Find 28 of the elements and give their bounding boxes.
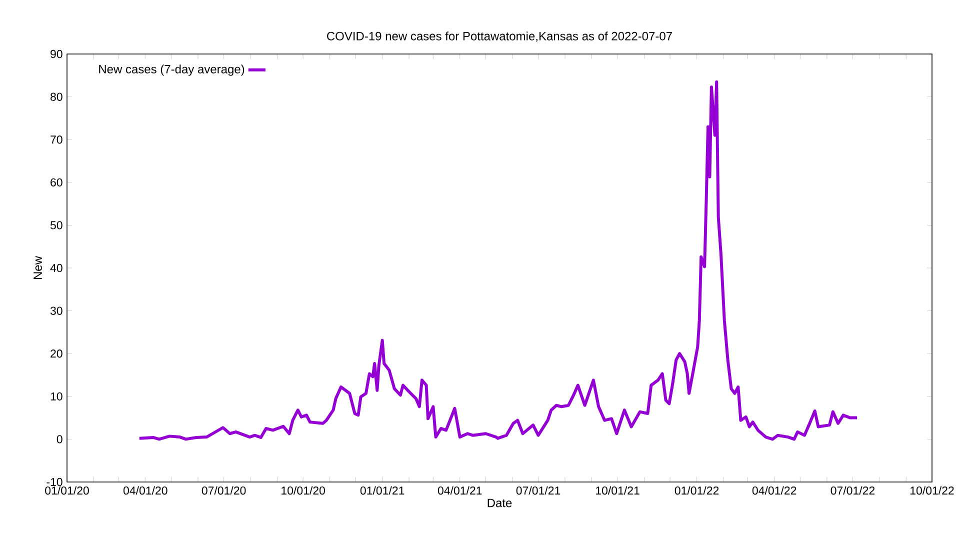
x-tick-label: 07/01/20 xyxy=(202,486,246,495)
chart-title: COVID-19 new cases for Pottawatomie,Kansas as of 2022-07-07 xyxy=(327,32,672,42)
x-tick-label: 01/01/21 xyxy=(360,486,404,495)
y-tick-label: 10 xyxy=(50,392,62,400)
x-tick-label: 10/01/21 xyxy=(596,486,640,495)
y-tick-label: -10 xyxy=(46,478,62,486)
y-tick-label: 40 xyxy=(50,264,62,272)
x-tick-label: 01/01/20 xyxy=(45,486,89,495)
x-tick-label: 01/01/22 xyxy=(674,486,719,495)
x-tick-label: 10/01/20 xyxy=(282,486,325,495)
y-tick-label: 70 xyxy=(50,136,62,144)
y-tick-label: 60 xyxy=(50,178,62,186)
legend-label: New cases (7-day average) xyxy=(99,64,244,76)
y-tick-label: 50 xyxy=(50,221,62,230)
y-tick-label: 90 xyxy=(50,50,62,58)
y-tick-label: 20 xyxy=(50,350,62,358)
x-tick-label: 07/01/22 xyxy=(830,486,875,495)
y-tick-label: 80 xyxy=(50,92,62,101)
x-tick-label: 07/01/21 xyxy=(516,486,560,495)
x-tick-label: 04/01/21 xyxy=(438,486,482,495)
y-tick-label: 0 xyxy=(56,435,62,444)
y-axis-title: New xyxy=(34,256,42,280)
line-series xyxy=(138,80,859,441)
x-tick-label: 10/01/22 xyxy=(910,486,954,495)
x-tick-label: 04/01/22 xyxy=(752,486,796,495)
x-axis-title: Date xyxy=(488,498,512,508)
y-tick-label: 30 xyxy=(50,306,62,315)
x-tick-label: 04/01/20 xyxy=(123,486,168,495)
